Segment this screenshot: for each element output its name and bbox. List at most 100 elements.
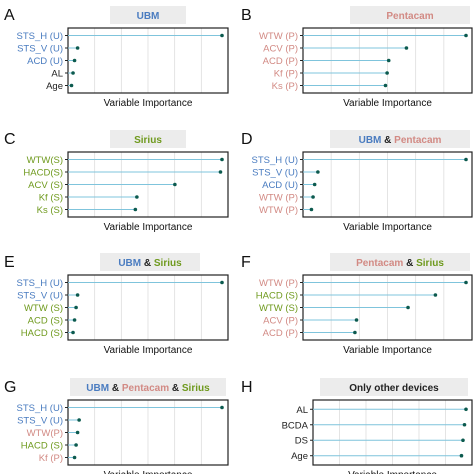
lollipop-point: [220, 280, 224, 285]
panel-title-part: Pentacam: [356, 258, 403, 269]
lollipop-point: [133, 207, 138, 212]
x-axis-label: Variable Importance: [343, 98, 432, 109]
lollipop-point: [72, 318, 77, 322]
x-axis-label: Variable Importance: [104, 470, 193, 474]
lollipop-point: [220, 405, 224, 410]
panel-e: E UBM & Sirius STS_H (U) STS_V (U)WTW (S) AC…: [4, 253, 229, 356]
lollipop-point: [462, 422, 467, 427]
panel-title-part: Sirius: [134, 135, 162, 146]
panel-title-part: Sirius: [182, 383, 210, 394]
panel-title-strip: [350, 6, 470, 24]
panel-title-part: Only other devices: [349, 383, 439, 394]
lollipop-point: [459, 453, 464, 458]
panel-title-part: &: [109, 383, 122, 394]
y-tick-label: STS_H (U): [252, 155, 298, 166]
lollipop-point: [74, 443, 78, 447]
y-tick-label: WTW (P): [259, 193, 298, 204]
panel-letter: G: [4, 379, 16, 396]
lollipop-point: [406, 305, 410, 310]
lollipop-point: [464, 157, 468, 162]
y-tick-label: STS_H (U): [17, 403, 63, 414]
panel-letter: B: [241, 7, 252, 24]
lollipop-point: [75, 293, 80, 297]
panel-title-strip: [330, 130, 470, 148]
panel-title-part: &: [403, 258, 416, 269]
y-tick-label: Ks (P): [272, 81, 298, 92]
y-tick-label: STS_H (U): [17, 278, 63, 289]
lollipop-point: [77, 418, 81, 422]
lollipop-point: [75, 46, 80, 50]
panel-c: C Sirius WTW(S) HACD(S)ACV (S) Kf (S)Ks (S) V…: [4, 130, 229, 233]
y-tick-label: Kf (P): [39, 453, 63, 464]
panel-title-part: &: [381, 135, 394, 146]
y-tick-label: ACD (U): [262, 180, 298, 191]
lollipop-point: [71, 71, 75, 75]
panel-g: G UBM & Pentacam & Sirius STS_H (U) STS_V (…: [4, 378, 229, 474]
panel-title-part: &: [169, 383, 182, 394]
panel-title: UBM & Pentacam & Sirius: [86, 383, 210, 394]
y-tick-label: Age: [46, 81, 63, 92]
y-tick-label: STS_H (U): [17, 31, 63, 42]
x-axis-label: Variable Importance: [348, 470, 437, 474]
y-tick-label: WTW(P): [27, 428, 63, 439]
y-tick-label: WTW (P): [259, 31, 298, 42]
y-tick-label: WTW (P): [259, 205, 298, 216]
panel-letter: F: [241, 254, 251, 271]
plot-frame: [312, 399, 473, 466]
y-tick-label: STS_V (U): [252, 168, 298, 179]
panel-title-part: UBM: [86, 383, 109, 394]
panel-title-part: UBM: [137, 11, 160, 22]
panel-title: Pentacam: [386, 11, 433, 22]
panel-title: Pentacam & Sirius: [356, 258, 444, 269]
y-tick-label: ACD (S): [28, 316, 63, 327]
y-tick-label: HACD (S): [256, 291, 298, 302]
y-tick-label: Ks (S): [37, 205, 63, 216]
y-tick-label: ACD (P): [263, 328, 298, 339]
lollipop-point: [220, 157, 224, 162]
panel-title: Only other devices: [349, 383, 439, 394]
panel-letter: E: [4, 254, 15, 271]
lollipop-point: [72, 58, 77, 63]
x-axis-label: Variable Importance: [343, 222, 432, 233]
panel-title-strip: [320, 378, 468, 396]
panel-title-strip: [110, 6, 186, 24]
lollipop-point: [75, 430, 80, 435]
panel-title: UBM: [137, 11, 160, 22]
lollipop-point: [433, 293, 438, 297]
y-tick-label: WTW(S): [27, 155, 63, 166]
x-axis-label: Variable Importance: [104, 345, 193, 356]
lollipop-point: [218, 170, 223, 174]
lollipop-point: [69, 83, 74, 88]
panel-title-strip: [70, 378, 226, 396]
panel-letter: H: [241, 379, 253, 396]
panel-d: D UBM & Pentacam STS_H (U) STS_V (U)ACD (U)…: [241, 130, 473, 233]
panel-title-part: Sirius: [416, 258, 444, 269]
y-tick-label: DS: [295, 436, 308, 447]
lollipop-point: [220, 33, 224, 38]
y-tick-label: WTW (P): [259, 278, 298, 289]
lollipop-point: [354, 318, 359, 322]
y-tick-label: HACD (S): [21, 441, 63, 452]
lollipop-point: [464, 280, 468, 285]
lollipop-point: [135, 195, 139, 199]
lollipop-point: [311, 195, 315, 199]
panel-title-strip: [110, 130, 186, 148]
lollipop-point: [72, 455, 77, 460]
y-tick-label: HACD (S): [21, 328, 63, 339]
panel-title-part: Pentacam: [386, 11, 433, 22]
panel-title: Sirius: [134, 135, 162, 146]
lollipop-point: [386, 58, 391, 63]
lollipop-point: [309, 207, 314, 212]
panel-letter: C: [4, 131, 16, 148]
lollipop-point: [383, 83, 388, 88]
panel-letter: A: [4, 7, 15, 24]
y-tick-label: BCDA: [282, 420, 309, 431]
y-tick-label: ACV (P): [263, 316, 298, 327]
panel-title-part: Sirius: [154, 258, 182, 269]
x-axis-label: Variable Importance: [104, 98, 193, 109]
panel-title-part: UBM: [118, 258, 141, 269]
x-axis-label: Variable Importance: [343, 345, 432, 356]
y-tick-label: STS_V (U): [17, 416, 63, 427]
